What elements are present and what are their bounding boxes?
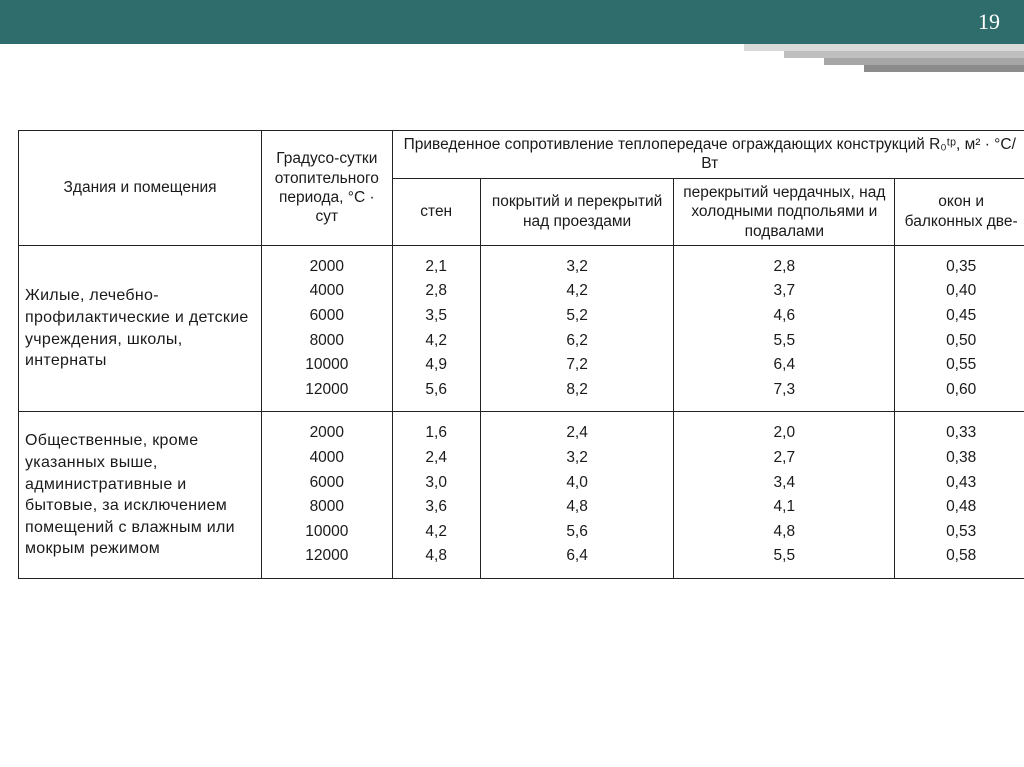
th-attic: перекрытий чердачных, над холодными подп…: [674, 178, 895, 245]
value: 0,40: [901, 282, 1021, 301]
value: 5,5: [680, 332, 888, 351]
value: 6000: [268, 474, 385, 493]
value: 2,8: [399, 282, 474, 301]
table-container: Здания и помещения Градусо-сутки отопите…: [18, 130, 1024, 579]
value: 4000: [268, 449, 385, 468]
value: 5,2: [487, 307, 667, 326]
value: 7,3: [680, 381, 888, 400]
stripe: [784, 51, 1024, 58]
value: 3,7: [680, 282, 888, 301]
cell-cover: 2,4 3,2 4,0 4,8 5,6 6,4: [480, 412, 673, 579]
value: 2,8: [680, 258, 888, 277]
value: 8,2: [487, 381, 667, 400]
value: 4,8: [680, 523, 888, 542]
value: 3,0: [399, 474, 474, 493]
value: 0,43: [901, 474, 1021, 493]
value: 6000: [268, 307, 385, 326]
value: 0,53: [901, 523, 1021, 542]
stripe: [744, 44, 1024, 51]
th-walls: стен: [392, 178, 480, 245]
cell-cover: 3,2 4,2 5,2 6,2 7,2 8,2: [480, 245, 673, 412]
cell-windows: 0,33 0,38 0,43 0,48 0,53 0,58: [895, 412, 1024, 579]
value: 0,35: [901, 258, 1021, 277]
cell-walls: 2,1 2,8 3,5 4,2 4,9 5,6: [392, 245, 480, 412]
value: 2,4: [399, 449, 474, 468]
table-body: Жилые, лечебно-профилактические и детски…: [19, 245, 1024, 578]
value: 0,60: [901, 381, 1021, 400]
value: 6,4: [487, 547, 667, 566]
value: 4,8: [399, 547, 474, 566]
value: 7,2: [487, 356, 667, 375]
th-resistance-span: Приведенное сопротивление теплопередаче …: [392, 131, 1024, 179]
slide: 19 Здания и помещения Градусо-сутки отоп…: [0, 0, 1024, 767]
value: 3,4: [680, 474, 888, 493]
th-gsop: Градусо-сутки отопительного периода, °С …: [262, 131, 392, 246]
value: 3,2: [487, 449, 667, 468]
value: 2,4: [487, 424, 667, 443]
value: 12000: [268, 547, 385, 566]
value: 8000: [268, 332, 385, 351]
th-windows: окон и балконных две-: [895, 178, 1024, 245]
value: 0,55: [901, 356, 1021, 375]
value: 1,6: [399, 424, 474, 443]
cell-gsop: 2000 4000 6000 8000 10000 12000: [262, 412, 392, 579]
value: 4,1: [680, 498, 888, 517]
cell-attic: 2,0 2,7 3,4 4,1 4,8 5,5: [674, 412, 895, 579]
value: 3,5: [399, 307, 474, 326]
cell-walls: 1,6 2,4 3,0 3,6 4,2 4,8: [392, 412, 480, 579]
cell-attic: 2,8 3,7 4,6 5,5 6,4 7,3: [674, 245, 895, 412]
table-row: Жилые, лечебно-профилактические и детски…: [19, 245, 1024, 412]
value: 3,6: [399, 498, 474, 517]
value: 10000: [268, 523, 385, 542]
cell-gsop: 2000 4000 6000 8000 10000 12000: [262, 245, 392, 412]
thermal-resistance-table: Здания и помещения Градусо-сутки отопите…: [18, 130, 1024, 579]
value: 4000: [268, 282, 385, 301]
value: 2000: [268, 258, 385, 277]
row-label: Жилые, лечебно-профилактические и детски…: [19, 245, 262, 412]
value: 0,58: [901, 547, 1021, 566]
value: 0,45: [901, 307, 1021, 326]
th-buildings: Здания и помещения: [19, 131, 262, 246]
value: 4,9: [399, 356, 474, 375]
table-row: Общественные, кроме указанных выше, адми…: [19, 412, 1024, 579]
stripe: [824, 58, 1024, 65]
value: 12000: [268, 381, 385, 400]
value: 2,0: [680, 424, 888, 443]
value: 4,6: [680, 307, 888, 326]
value: 6,2: [487, 332, 667, 351]
value: 0,38: [901, 449, 1021, 468]
row-label: Общественные, кроме указанных выше, адми…: [19, 412, 262, 579]
value: 4,2: [487, 282, 667, 301]
value: 2000: [268, 424, 385, 443]
decor-stripes: [744, 44, 1024, 78]
value: 4,8: [487, 498, 667, 517]
value: 5,5: [680, 547, 888, 566]
value: 4,0: [487, 474, 667, 493]
value: 10000: [268, 356, 385, 375]
value: 4,2: [399, 332, 474, 351]
stripe: [864, 65, 1024, 72]
slide-topbar: 19: [0, 0, 1024, 44]
value: 0,48: [901, 498, 1021, 517]
value: 3,2: [487, 258, 667, 277]
page-number: 19: [978, 9, 1000, 34]
value: 4,2: [399, 523, 474, 542]
value: 0,50: [901, 332, 1021, 351]
value: 6,4: [680, 356, 888, 375]
value: 5,6: [487, 523, 667, 542]
value: 0,33: [901, 424, 1021, 443]
table-head: Здания и помещения Градусо-сутки отопите…: [19, 131, 1024, 246]
th-cover: покрытий и перекрытий над проездами: [480, 178, 673, 245]
value: 8000: [268, 498, 385, 517]
value: 5,6: [399, 381, 474, 400]
cell-windows: 0,35 0,40 0,45 0,50 0,55 0,60: [895, 245, 1024, 412]
value: 2,7: [680, 449, 888, 468]
value: 2,1: [399, 258, 474, 277]
